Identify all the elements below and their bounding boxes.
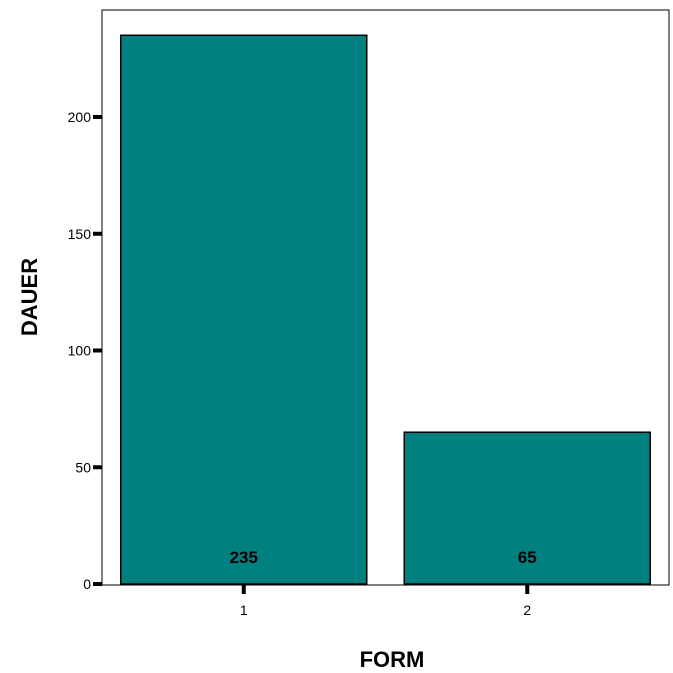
bar-data-labels: 235 65 — [230, 548, 537, 567]
y-tick-label: 150 — [68, 226, 92, 242]
x-tick-label: 2 — [523, 602, 531, 618]
y-axis: 0 50 100 150 200 — [68, 109, 102, 592]
x-axis-title: FORM — [360, 647, 425, 672]
y-tick-label: 0 — [83, 576, 91, 592]
y-tick-label: 200 — [68, 109, 92, 125]
bar-data-label: 65 — [518, 548, 537, 567]
bar — [403, 431, 651, 585]
y-axis-title: DAUER — [17, 258, 42, 336]
bar-data-label: 235 — [230, 548, 258, 567]
x-tick-label: 1 — [240, 602, 248, 618]
y-tick-label: 100 — [68, 343, 92, 359]
bars — [120, 34, 651, 585]
bar — [120, 34, 368, 585]
y-tick-label: 50 — [75, 459, 91, 475]
plot-area-frame — [101, 9, 670, 586]
